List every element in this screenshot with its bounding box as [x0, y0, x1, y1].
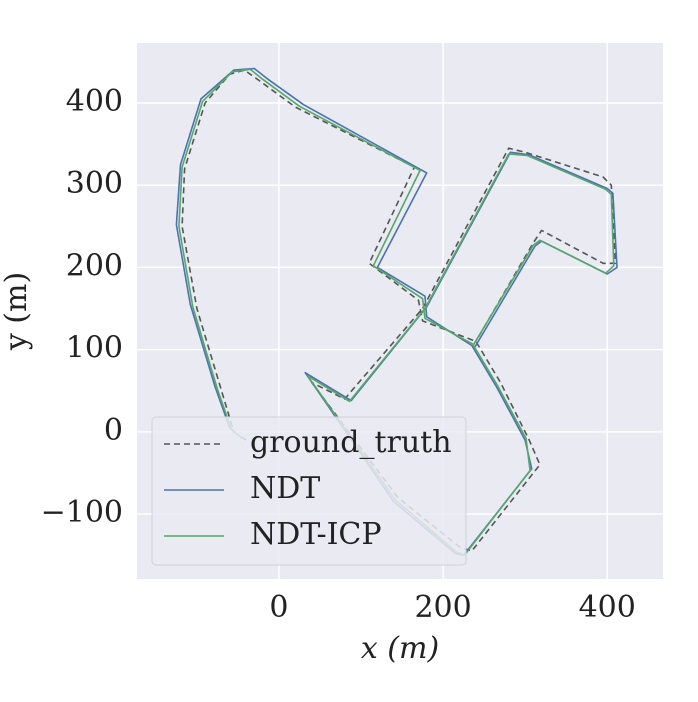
y-tick-label: −100: [41, 495, 123, 530]
trajectory-line: [178, 68, 615, 556]
lines: [175, 67, 618, 556]
ticks: 0 200 400 −100 0 100 200 300 400: [41, 84, 636, 625]
x-axis-label: x (m): [361, 631, 439, 666]
x-tick-label: 0: [269, 590, 288, 625]
y-tick-label: 200: [66, 248, 123, 283]
legend-label: ground_truth: [250, 425, 452, 460]
legend-box: [151, 416, 467, 566]
x-tick-label: 200: [414, 590, 471, 625]
legend: ground_truth NDT NDT-ICP: [151, 416, 467, 566]
x-tick-label: 400: [579, 590, 636, 625]
trajectory-line: [175, 67, 618, 556]
legend-label: NDT: [250, 471, 320, 506]
y-tick-label: 100: [66, 331, 123, 366]
y-tick-label: 300: [66, 166, 123, 201]
y-tick-label: 400: [66, 84, 123, 119]
y-tick-label: 0: [104, 413, 123, 448]
legend-label: NDT-ICP: [250, 517, 382, 552]
y-axis-label: y (m): [0, 272, 34, 351]
